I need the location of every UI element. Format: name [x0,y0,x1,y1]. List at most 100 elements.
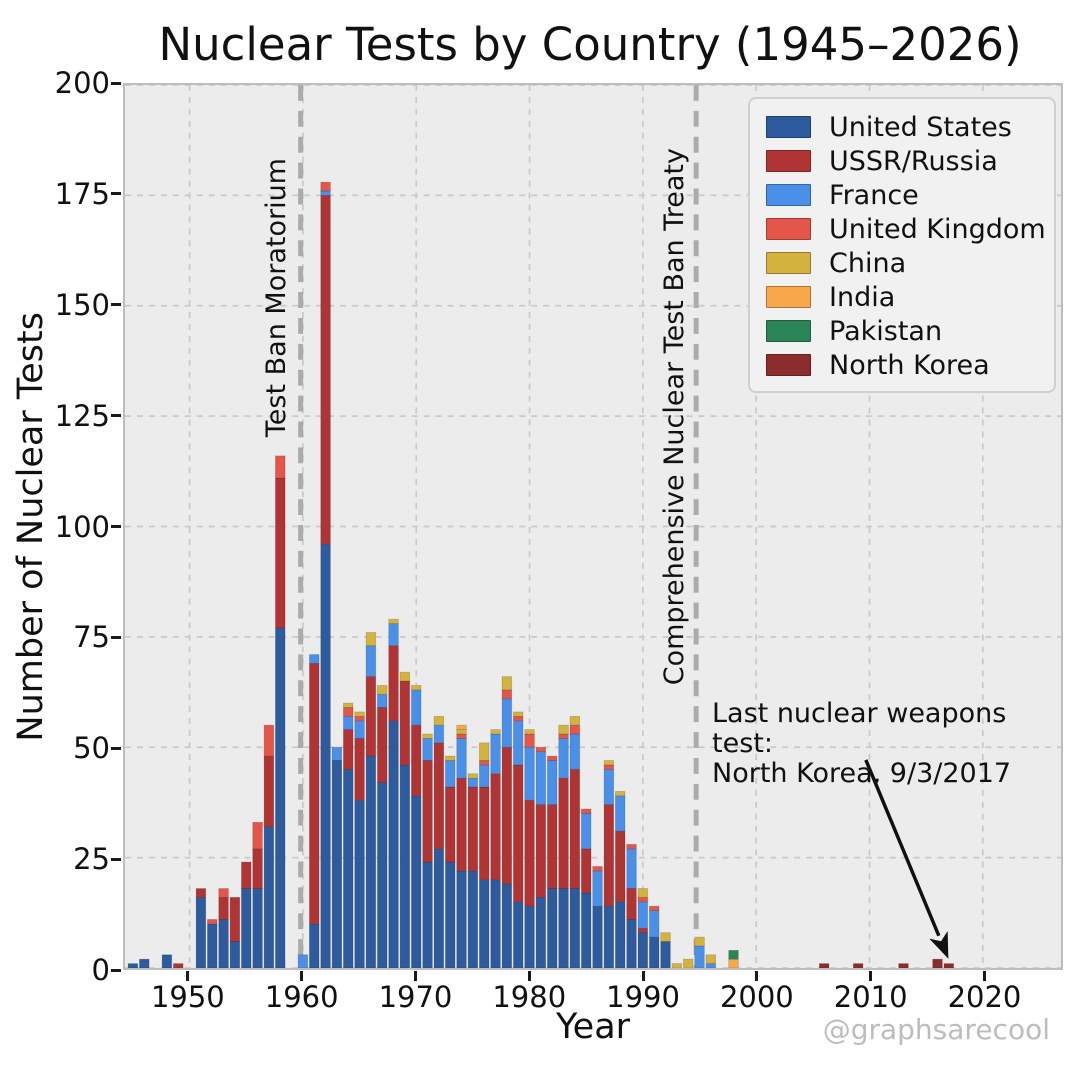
bar-segment [343,729,354,770]
bar-segment [275,477,286,629]
x-tick-mark [527,971,531,981]
legend-item-label: India [829,281,896,313]
bar-segment [275,455,286,479]
bar-segment [501,883,513,968]
y-tick-mark [111,857,121,861]
bar-segment [467,777,479,788]
bar-segment [932,958,943,968]
x-tick-mark [413,971,417,981]
bar-segment [354,738,365,801]
bar-segment [456,870,467,968]
legend: United States USSR/Russia France United Kin… [748,97,1056,393]
bar-segment [365,755,377,968]
bar-segment [569,724,581,735]
y-tick-label: 50 [73,731,110,766]
bar-segment [331,746,343,761]
bar-segment [445,861,456,968]
bar-segment [218,919,229,968]
bar-segment [637,932,649,968]
bar-segment [343,702,354,708]
bar-segment [320,194,331,545]
bar-segment [501,689,513,700]
x-tick-label: 2000 [719,980,794,1014]
bar-segment [524,799,535,907]
bar-segment [580,813,592,850]
bar-segment [275,627,286,968]
bar-segment [614,901,626,968]
bar-segment [241,861,252,889]
legend-item-label: China [829,247,907,279]
event-label: Test Ban Moratorium [261,158,293,438]
bar-segment [592,870,603,907]
legend-item: France [766,178,1054,212]
x-tick-label: 1950 [150,980,225,1014]
bar-segment [626,848,637,889]
bar-segment [603,764,615,770]
bar-segment [569,768,581,889]
bar-segment [422,733,433,739]
bar-segment [512,711,524,717]
y-tick-mark [111,746,121,750]
bar-segment [252,888,263,968]
bar-segment [512,720,524,766]
bar-segment [173,963,184,968]
legend-item-label: United States [829,111,1012,143]
bar-segment [637,896,649,903]
bar-segment [478,742,490,761]
bar-segment [195,896,207,968]
bar-segment [377,782,388,968]
bar-segment [524,905,535,968]
bar-segment [501,698,513,748]
y-tick-mark [111,192,121,196]
legend-item-label: France [829,179,919,211]
bar-segment [354,715,365,722]
bar-segment [343,707,354,717]
bar-segment [456,738,467,779]
bar-segment [614,830,626,903]
bar-segment [445,786,456,863]
bar-segment [320,181,331,192]
bar-segment [637,927,649,934]
bar-segment [399,671,411,682]
bar-segment [354,711,365,717]
bar-segment [648,936,660,968]
bar-segment [580,808,592,814]
bar-segment [637,888,649,898]
bar-segment [569,733,581,770]
bar-segment [433,715,445,726]
bar-segment [626,919,637,968]
legend-swatch-icon [766,252,811,274]
bar-segment [252,821,263,850]
bar-segment [592,905,603,968]
legend-item: United States [766,110,1054,144]
bar-segment [377,707,388,783]
legend-swatch-icon [766,354,811,376]
x-tick-mark [300,971,304,981]
bar-segment [263,826,275,968]
bar-segment [535,896,547,968]
chart-title: Nuclear Tests by Country (1945–2026) [158,18,1022,71]
bar-segment [433,848,445,968]
annotation-line-2: North Korea, 9/3/2017 [712,758,1012,789]
bar-segment [320,543,331,968]
bar-segment [603,804,615,907]
y-tick-label: 200 [54,66,110,100]
bar-segment [467,773,479,779]
bar-segment [637,901,649,929]
bar-segment [195,888,207,898]
bar-segment [524,746,535,801]
legend-item-label: Pakistan [829,315,943,347]
y-tick-label: 25 [73,842,110,877]
bar-segment [456,733,467,739]
y-tick-mark [111,81,121,85]
x-tick-label: 1990 [606,980,680,1014]
bar-segment [694,936,705,947]
bar-segment [377,693,388,708]
bar-segment [705,963,717,968]
legend-swatch-icon [766,184,811,206]
bar-segment [592,866,603,872]
bar-segment [229,941,241,968]
event-label: Comprehensive Nuclear Test Ban Treaty [658,148,690,686]
bar-segment [535,751,547,806]
bar-segment [218,896,229,920]
